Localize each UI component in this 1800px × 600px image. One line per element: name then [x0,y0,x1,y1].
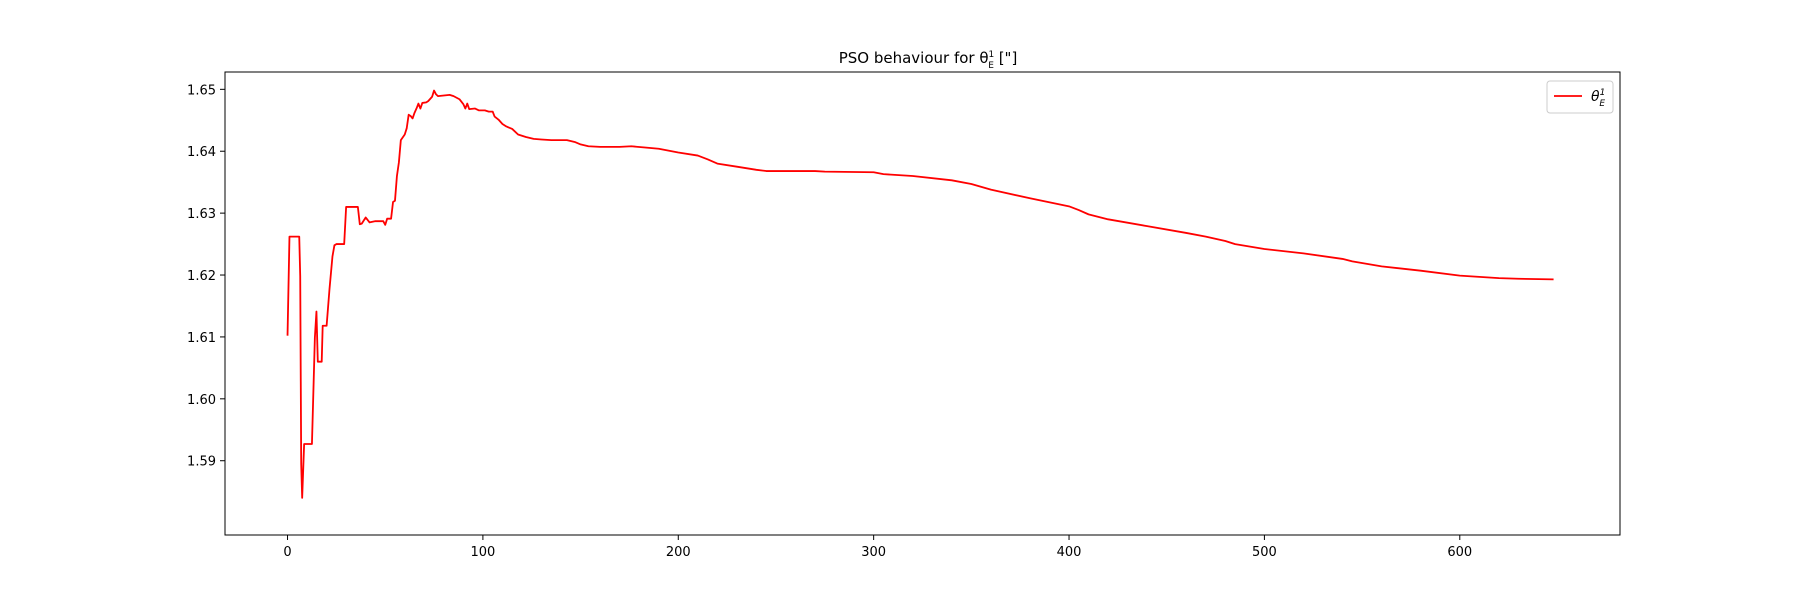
chart-title: PSO behaviour for θ1 E ["] [839,49,1018,71]
superscript: 1 [989,50,995,60]
title-unit: ["] [994,49,1017,67]
y-tick-label: 1.64 [187,145,216,160]
y-axis-ticks: 1.59 1.60 1.61 1.62 1.63 1.64 1.65 [187,83,225,470]
legend-box [1546,80,1614,114]
x-tick-label: 500 [1252,545,1277,560]
y-tick-label: 1.63 [187,207,216,222]
x-tick-label: 300 [861,545,886,560]
x-tick-label: 0 [283,545,291,560]
x-axis-ticks: 0 100 200 300 400 500 600 [283,535,1472,560]
plot-frame [224,71,1621,536]
series-line-theta-e1 [286,89,1554,499]
superscript: 1 [1600,88,1606,98]
y-tick-label: 1.60 [187,393,216,408]
y-tick-label: 1.65 [187,83,216,98]
legend: θ1 E [1546,80,1614,114]
y-tick-label: 1.61 [187,331,216,346]
y-tick-label: 1.62 [187,269,216,284]
legend-label: θ1 E [1591,88,1605,109]
x-tick-label: 200 [666,545,691,560]
x-tick-label: 400 [1057,545,1082,560]
y-tick-label: 1.59 [187,455,216,470]
subscript: E [988,61,994,71]
x-tick-label: 600 [1447,545,1472,560]
subscript: E [1599,99,1605,109]
x-tick-label: 100 [470,545,495,560]
